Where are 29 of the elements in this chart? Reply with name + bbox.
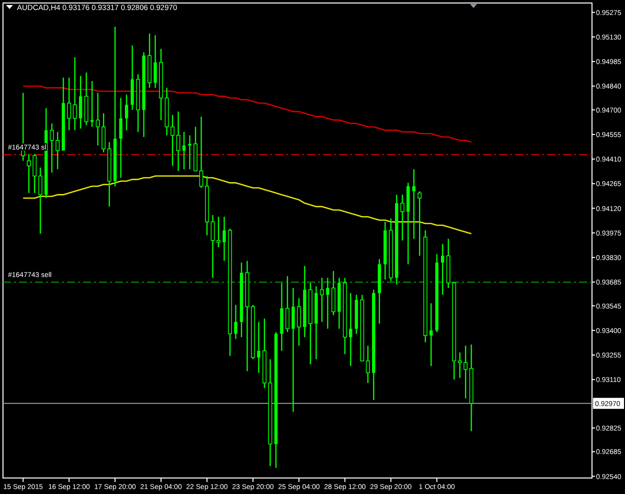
- candlestick: [182, 131, 186, 170]
- candlestick: [257, 321, 260, 374]
- candlestick: [440, 243, 444, 296]
- candlestick: [90, 80, 94, 128]
- candlestick: [234, 304, 238, 340]
- candlestick: [418, 190, 422, 256]
- candlestick: [349, 292, 352, 367]
- candlestick: [331, 270, 336, 316]
- candlestick: [38, 166, 42, 234]
- candlestick: [222, 216, 226, 262]
- line-series: [22, 85, 472, 143]
- candlestick: [285, 276, 290, 333]
- candlestick: [296, 298, 301, 346]
- candlestick: [72, 56, 77, 131]
- candlestick: [326, 277, 330, 330]
- candlestick: [176, 110, 180, 172]
- candlestick: [124, 94, 128, 131]
- candlestick: [366, 345, 370, 384]
- candlestick: [154, 34, 157, 88]
- candlestick: [412, 168, 416, 240]
- candlestick: [400, 194, 404, 242]
- candlestick: [67, 77, 72, 131]
- candlestick: [119, 97, 122, 178]
- candlestick: [216, 216, 220, 248]
- candlestick: [320, 277, 324, 323]
- candlestick: [188, 134, 192, 170]
- candlestick: [292, 287, 295, 412]
- candlestick: [430, 302, 433, 367]
- candlestick: [78, 75, 82, 130]
